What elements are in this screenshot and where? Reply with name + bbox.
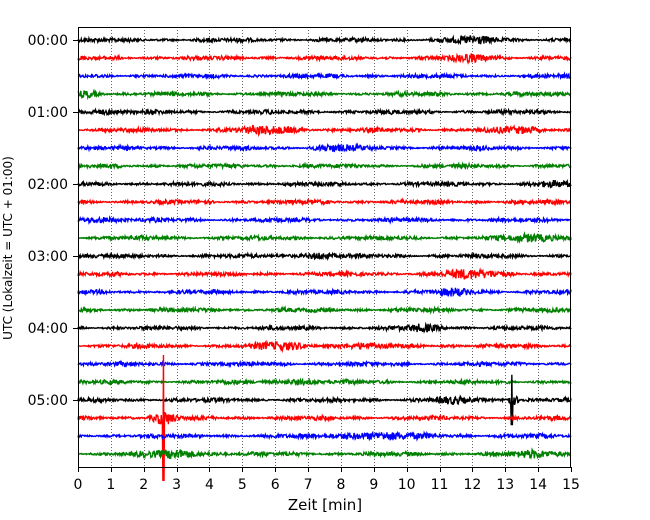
y-axis-label: UTC (Lokalzeit = UTC + 01:00) — [1, 156, 15, 340]
x-tick-label: 0 — [74, 477, 83, 493]
y-tick-label: 02:00 — [28, 177, 68, 193]
seismic-traces — [77, 34, 572, 482]
x-tick-label: 10 — [398, 477, 416, 493]
trace-0330 — [77, 287, 572, 298]
x-tick-label: 15 — [562, 477, 580, 493]
x-tick-label: 14 — [529, 477, 547, 493]
trace-0045 — [77, 88, 572, 101]
trace-0415 — [77, 339, 572, 354]
plot-frame — [78, 27, 571, 468]
grid-lines — [111, 27, 539, 467]
trace-0530 — [77, 430, 572, 442]
trace-0345 — [77, 305, 572, 315]
y-tick-label: 05:00 — [28, 393, 68, 409]
x-tick-label: 3 — [172, 477, 181, 493]
trace-0515 — [77, 354, 572, 482]
y-tick-label: 01:00 — [28, 105, 68, 121]
x-tick-label: 13 — [496, 477, 514, 493]
trace-0015 — [77, 52, 572, 65]
x-tick-label: 11 — [431, 477, 449, 493]
trace-0215 — [77, 197, 572, 207]
trace-0445 — [77, 377, 572, 387]
trace-0115 — [77, 124, 572, 138]
trace-0300 — [77, 251, 572, 261]
trace-0130 — [77, 142, 572, 153]
trace-0200 — [77, 178, 572, 189]
trace-0145 — [77, 161, 572, 171]
x-tick-label: 4 — [205, 477, 214, 493]
x-tick-label: 2 — [139, 477, 148, 493]
x-tick-label: 7 — [304, 477, 313, 493]
x-tick-label: 1 — [106, 477, 115, 493]
x-tick-label: 12 — [463, 477, 481, 493]
x-tick-label: 5 — [238, 477, 247, 493]
y-tick-label: 00:00 — [28, 33, 68, 49]
trace-0430 — [77, 359, 572, 369]
y-tick-label: 04:00 — [28, 321, 68, 337]
trace-0100 — [77, 107, 572, 117]
trace-0230 — [77, 215, 572, 226]
x-tick-label: 6 — [271, 477, 280, 493]
trace-0400 — [77, 321, 572, 334]
y-axis-ticks: 00:00 01:00 02:00 03:00 04:00 05:00 — [28, 33, 78, 409]
trace-0500 — [77, 374, 572, 426]
trace-0245 — [77, 231, 572, 244]
trace-0000 — [77, 34, 572, 46]
y-tick-label: 03:00 — [28, 249, 68, 265]
trace-0315 — [77, 267, 572, 280]
trace-0030 — [77, 71, 572, 81]
x-tick-label: 8 — [336, 477, 345, 493]
x-tick-label: 9 — [369, 477, 378, 493]
trace-0545 — [77, 447, 572, 460]
x-axis-label: Zeit [min] — [288, 496, 362, 514]
x-axis-ticks: 0 1 2 3 4 5 6 7 8 9 10 11 12 13 14 15 — [74, 467, 580, 493]
